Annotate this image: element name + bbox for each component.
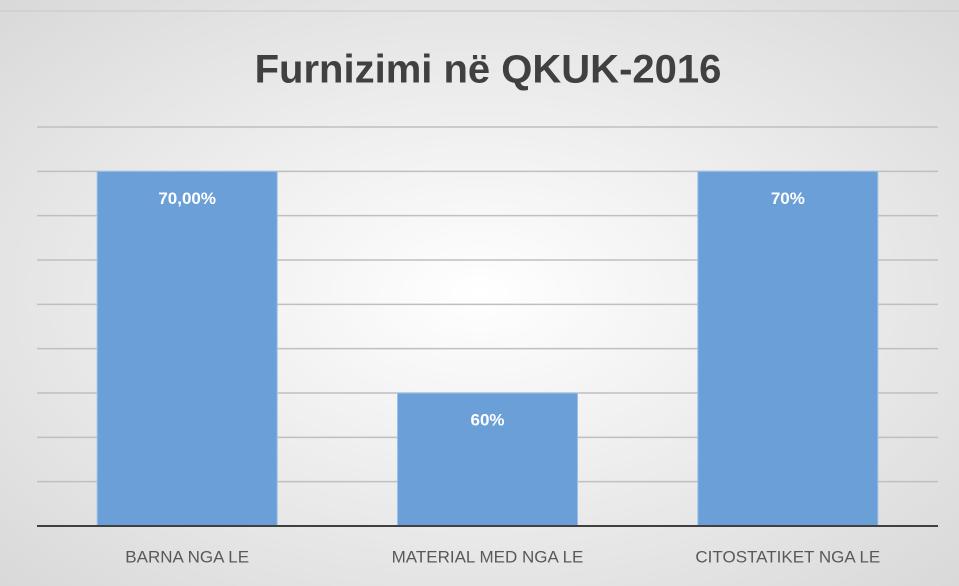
x-tick-label: MATERIAL MED NGA LE (392, 547, 584, 566)
data-label: 70,00% (158, 189, 216, 208)
x-tick-label: CITOSTATIKET NGA LE (695, 547, 880, 566)
bar (697, 170, 879, 527)
bar (397, 392, 578, 527)
x-tick-label: BARNA NGA LE (125, 547, 249, 566)
data-label: 70% (771, 189, 805, 208)
chart-title: Furnizimi në QKUK-2016 (255, 48, 722, 92)
bar (96, 170, 278, 527)
data-label: 60% (470, 410, 504, 429)
